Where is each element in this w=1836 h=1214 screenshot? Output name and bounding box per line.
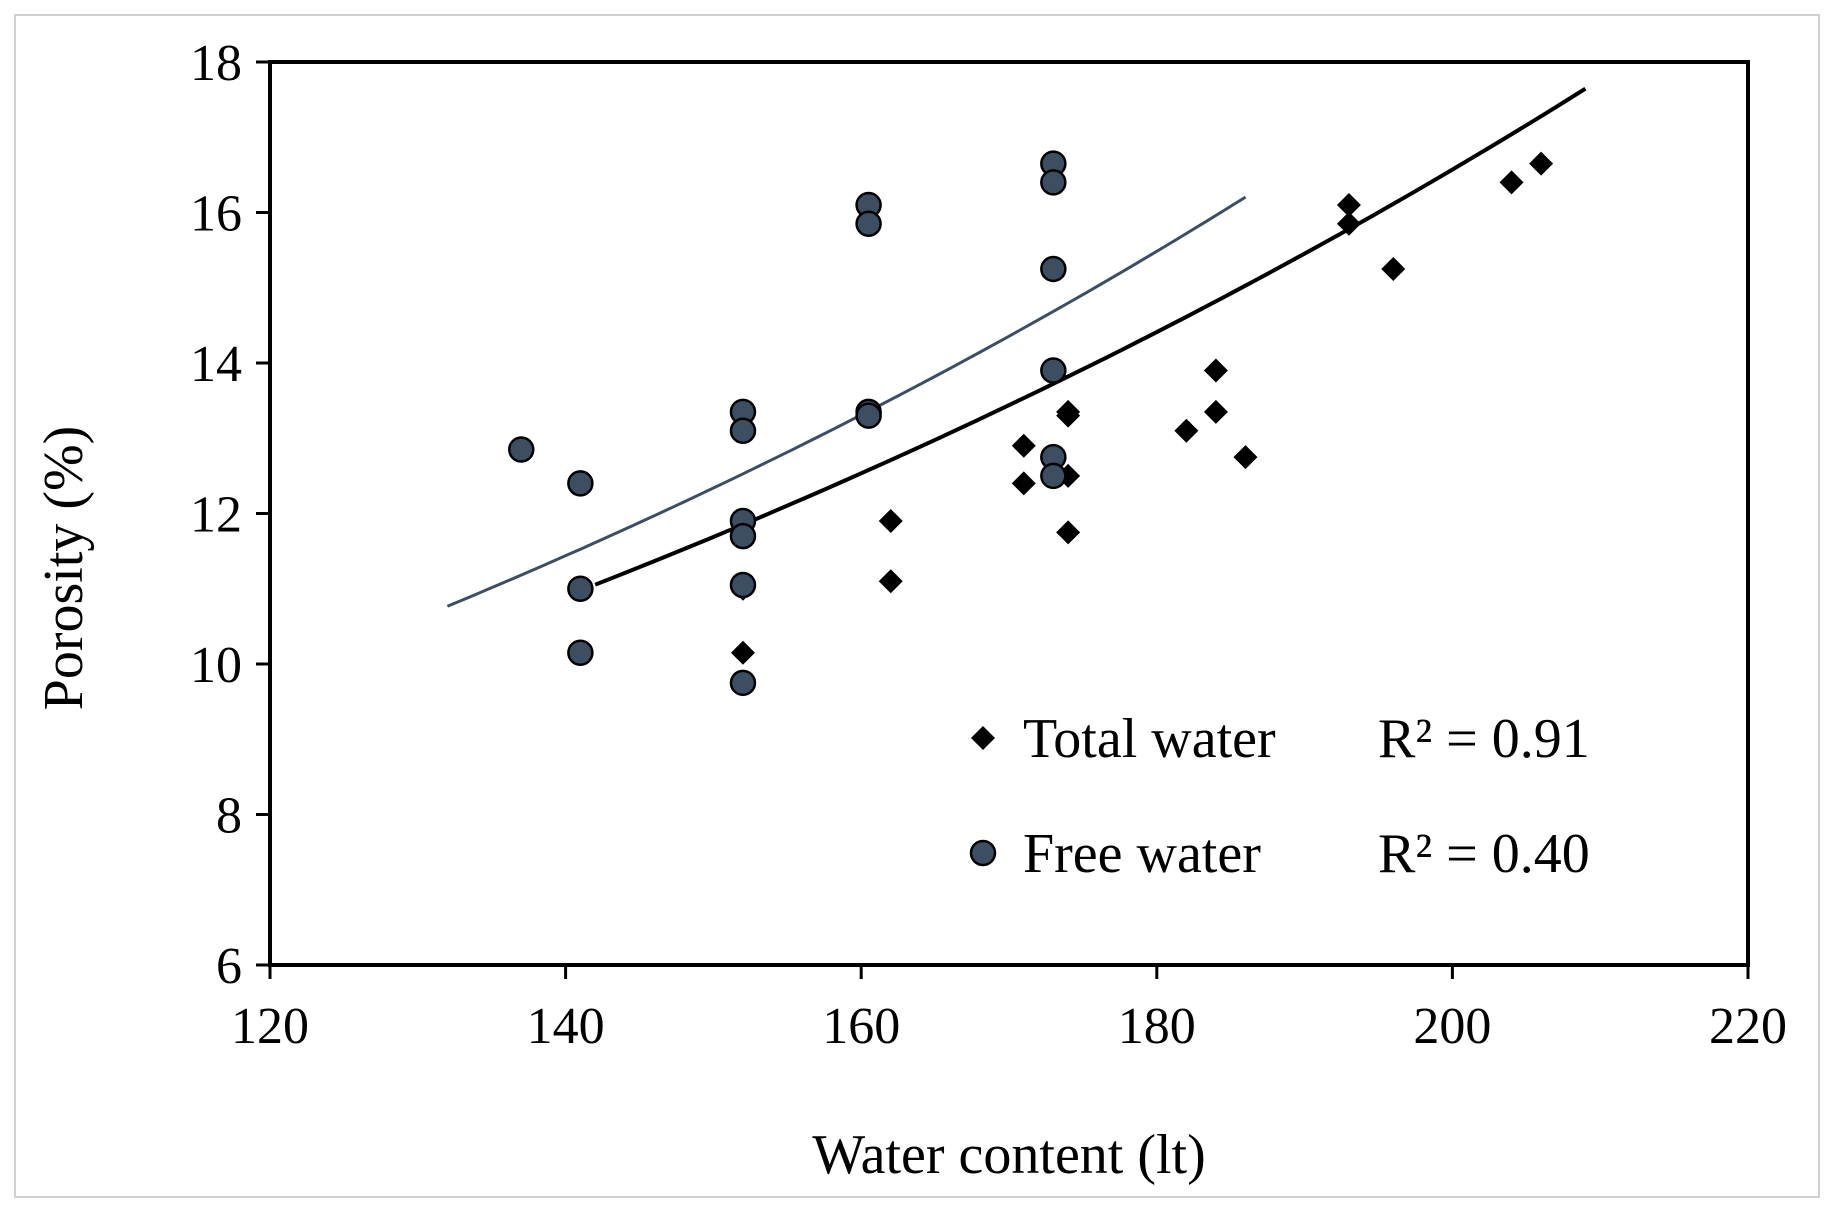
x-tick-label: 220	[1709, 998, 1787, 1055]
total-water-point	[1529, 151, 1554, 176]
total-water-point	[1203, 399, 1228, 424]
total-water-point	[878, 509, 903, 534]
free-water-point	[1040, 462, 1067, 490]
free-water-point	[729, 571, 757, 599]
chart-frame	[14, 14, 1820, 1198]
total-water-point	[1056, 399, 1081, 424]
y-tick-label: 18	[190, 35, 242, 92]
x-tick-label: 140	[527, 998, 605, 1055]
x-tick-label: 120	[231, 998, 309, 1055]
y-tick-label: 6	[216, 938, 242, 995]
y-tick-label: 12	[190, 487, 242, 544]
free-water-point	[567, 470, 594, 497]
total-water-point	[1233, 445, 1258, 470]
legend: Total water R² = 0.91 Free water R² = 0.40	[969, 708, 1590, 885]
free-water-point	[855, 402, 882, 429]
data-markers	[508, 150, 1554, 697]
trendline-free-water	[446, 195, 1247, 608]
total-water-point	[1174, 418, 1199, 443]
total-water-point	[730, 640, 755, 665]
free-water-point	[729, 522, 757, 550]
trendlines	[446, 87, 1587, 608]
free-water-point	[1040, 357, 1067, 384]
total-water-point	[1336, 211, 1361, 236]
free-water-point	[729, 417, 757, 444]
legend-marker-total-water	[971, 726, 995, 750]
trendline-total-water	[594, 87, 1587, 587]
x-axis-title: Water content (lt)	[812, 1124, 1206, 1186]
free-water-point	[508, 436, 535, 463]
total-water-point	[1381, 256, 1406, 281]
total-water-point	[1499, 170, 1524, 195]
y-axis-title: Porosity (%)	[33, 426, 95, 711]
free-water-point	[1040, 169, 1067, 196]
r2-label-free-water: R² = 0.40	[1378, 823, 1590, 885]
total-water-point	[1056, 520, 1081, 545]
x-tick-label: 160	[822, 998, 900, 1055]
total-water-point	[1336, 192, 1361, 217]
legend-label-total-water: Total water	[1023, 708, 1276, 770]
legend-label-free-water: Free water	[1023, 823, 1261, 885]
free-water-point	[855, 210, 882, 238]
x-tick-label: 180	[1118, 998, 1196, 1055]
free-water-point	[567, 639, 594, 666]
total-water-point	[1203, 358, 1228, 383]
y-tick-label: 10	[190, 637, 242, 694]
x-axis: 120 140 160 180 200 220	[231, 965, 1787, 1055]
total-water-point	[1011, 433, 1036, 458]
free-water-point	[567, 575, 594, 602]
free-water-point	[1040, 255, 1067, 283]
total-water-point	[1011, 471, 1036, 496]
total-water-point	[878, 569, 903, 594]
free-water-point	[729, 669, 757, 697]
y-tick-label: 14	[190, 336, 242, 393]
y-tick-label: 16	[190, 186, 242, 243]
y-axis: 6 8 10 12 14 16 18	[190, 35, 270, 995]
y-tick-label: 8	[216, 788, 242, 845]
r2-label-total-water: R² = 0.91	[1378, 708, 1590, 770]
legend-marker-free-water	[969, 839, 997, 867]
x-tick-label: 200	[1413, 998, 1491, 1055]
